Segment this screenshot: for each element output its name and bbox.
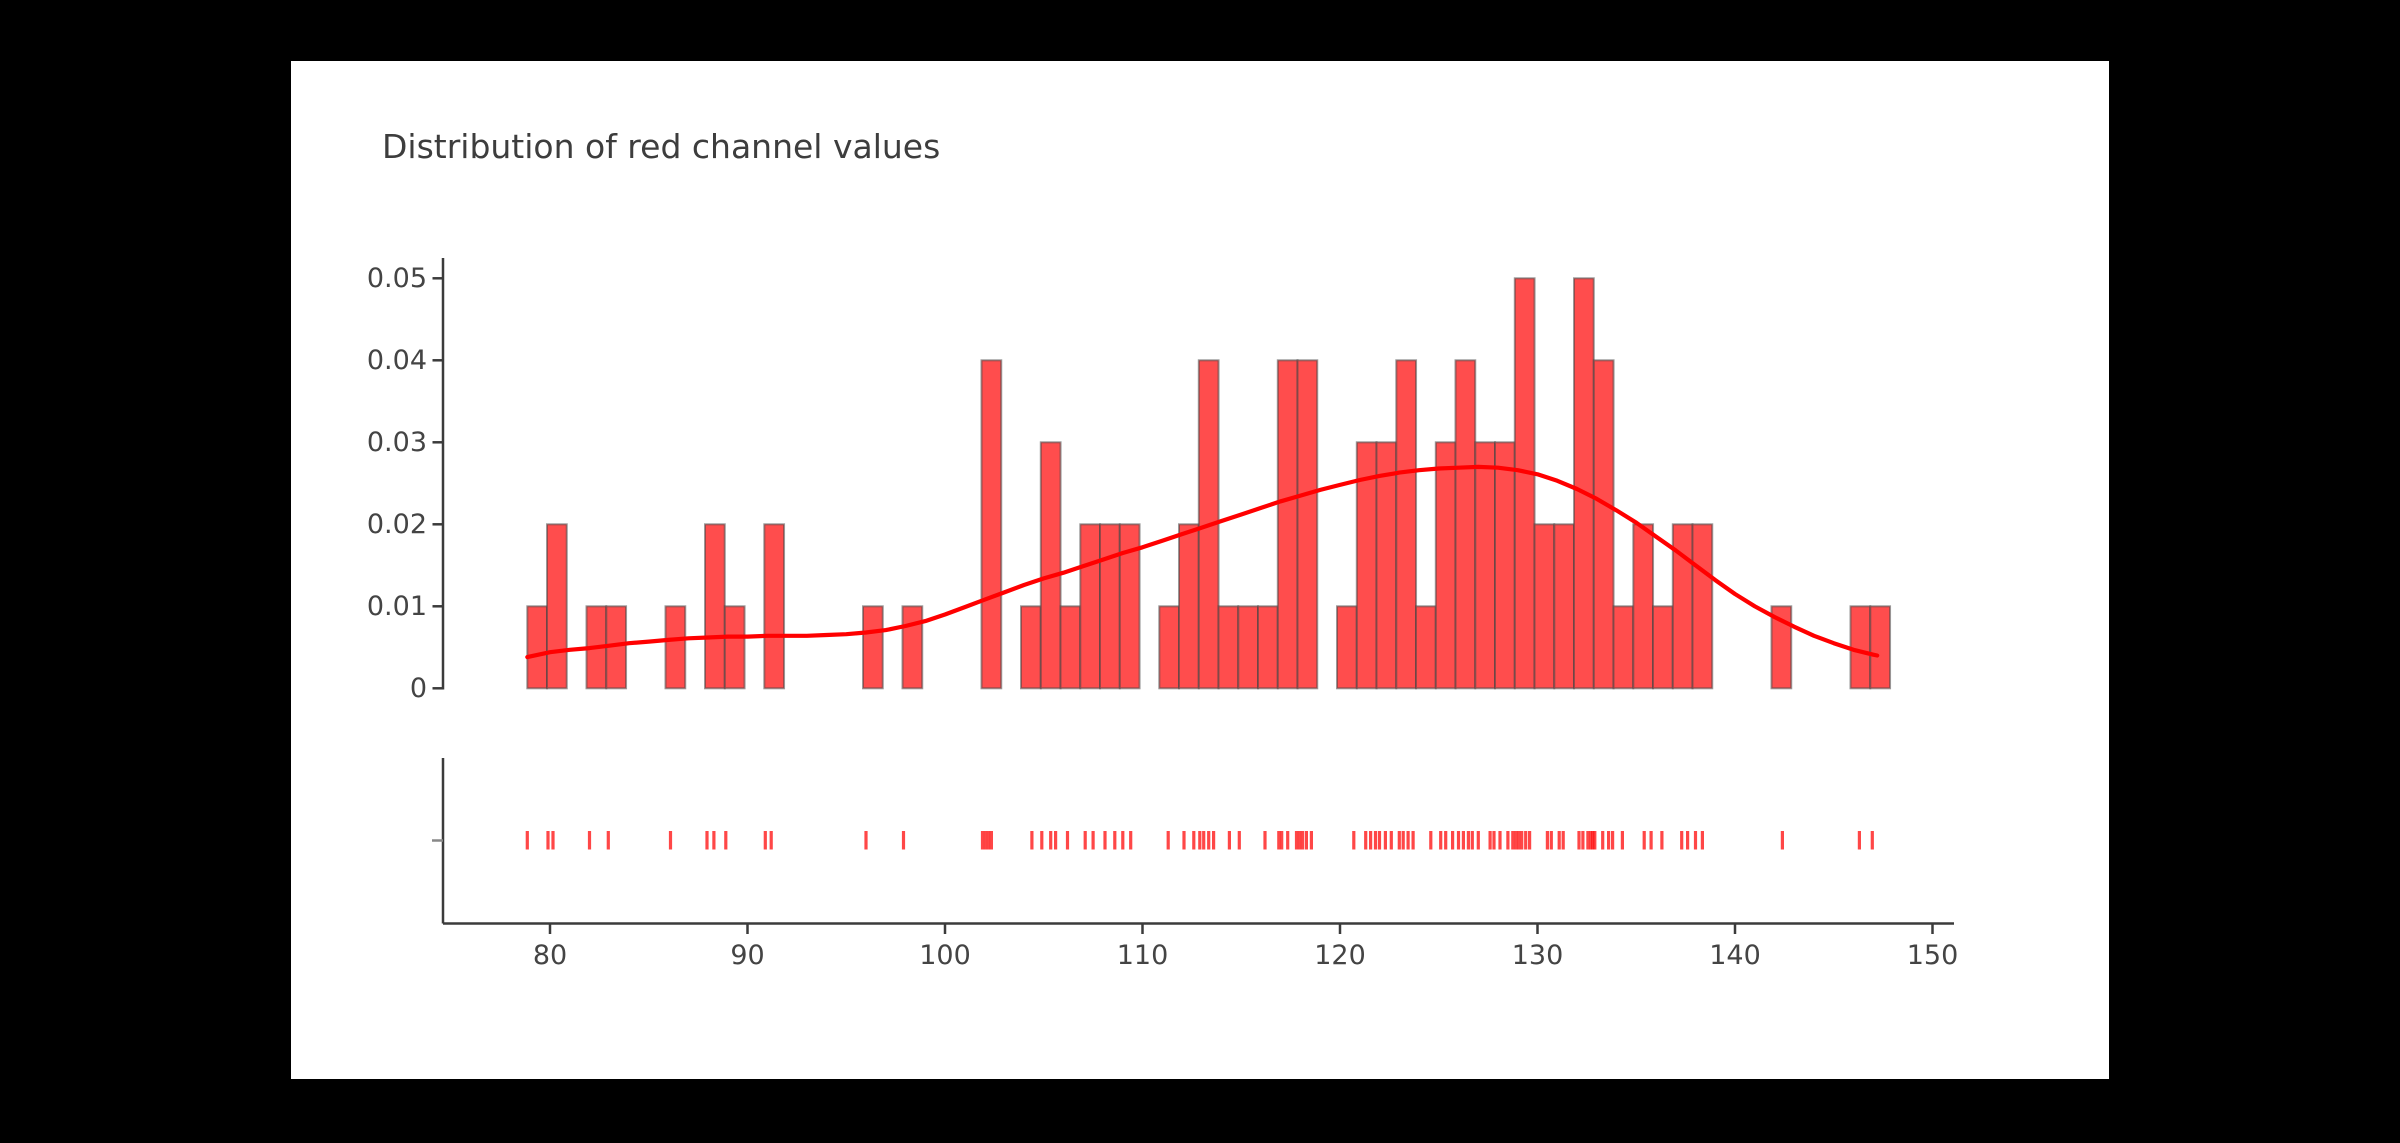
histogram-bar: [1395, 359, 1418, 690]
histogram-bar: [1178, 523, 1200, 690]
histogram-bar: [1375, 441, 1398, 690]
kde-curve: [525, 464, 1880, 660]
histogram-bar: [1553, 523, 1576, 690]
histogram-bar: [1849, 605, 1872, 690]
histogram-bar: [980, 359, 1003, 690]
histogram-bar: [862, 605, 884, 690]
histogram-bar: [1770, 605, 1793, 690]
y-tick-label: 0.05: [367, 263, 427, 294]
histogram-bar: [1276, 359, 1299, 690]
histogram-bar: [1099, 523, 1121, 690]
histogram-bar: [1592, 359, 1615, 690]
histogram-bar: [664, 605, 687, 690]
x-tick-label: 130: [1512, 940, 1564, 971]
histogram-bar: [1533, 523, 1556, 690]
histogram-bar: [1158, 605, 1181, 690]
x-tick-label: 80: [533, 940, 567, 971]
histogram-bar: [1257, 605, 1279, 690]
histogram-bar: [1079, 523, 1102, 690]
histogram-bar: [546, 523, 568, 690]
y-tick-label: 0.04: [367, 345, 427, 376]
histogram-bar: [1039, 441, 1062, 690]
histogram-bar: [1691, 523, 1714, 690]
chart-title: Distribution of red channel values: [382, 127, 940, 166]
histogram-bar: [1336, 605, 1358, 690]
rug-subplot: 80 90 100 110 120 130 140 150: [432, 758, 1958, 971]
x-tick-label: 110: [1117, 940, 1169, 971]
histogram-bar: [1869, 605, 1892, 690]
histogram-bar: [1118, 523, 1141, 690]
histogram-bar: [763, 523, 786, 690]
x-tick-label: 100: [919, 940, 971, 971]
figure-panel: Distribution of red channel values 0 0.01…: [291, 61, 2109, 1079]
histogram-bar: [723, 605, 746, 690]
distplot-chart: Distribution of red channel values 0 0.01…: [367, 127, 1958, 971]
histogram-bar: [901, 605, 924, 690]
x-tick-label: 150: [1907, 940, 1959, 971]
histogram-bar: [1434, 441, 1457, 690]
histogram-bar: [1494, 441, 1516, 690]
histogram-bar: [1059, 605, 1082, 690]
histogram-bar: [1415, 605, 1437, 690]
histogram-bar: [1573, 277, 1595, 690]
histogram-bar: [704, 523, 726, 690]
y-tick-label: 0.03: [367, 427, 427, 458]
histogram-bar: [1237, 605, 1260, 690]
histogram-bar: [1612, 605, 1635, 690]
histogram-bar: [526, 605, 549, 690]
histogram-bar: [1474, 441, 1497, 690]
x-tick-label: 120: [1314, 940, 1366, 971]
histogram-bar: [1513, 277, 1536, 690]
histogram-bar: [1296, 359, 1319, 690]
main-plot: 0 0.01 0.02 0.03 0.04 0.05: [367, 258, 1892, 704]
y-tick-label: 0.02: [367, 509, 427, 540]
histogram-bar: [1217, 605, 1240, 690]
x-tick-label: 140: [1709, 940, 1761, 971]
x-tick-label: 90: [730, 940, 764, 971]
y-tick-label: 0: [410, 673, 427, 704]
histogram-bar: [1020, 605, 1042, 690]
histogram-bar: [1454, 359, 1477, 690]
histogram-bar: [1632, 523, 1655, 690]
y-tick-label: 0.01: [367, 591, 427, 622]
histogram-bar: [1652, 605, 1674, 690]
